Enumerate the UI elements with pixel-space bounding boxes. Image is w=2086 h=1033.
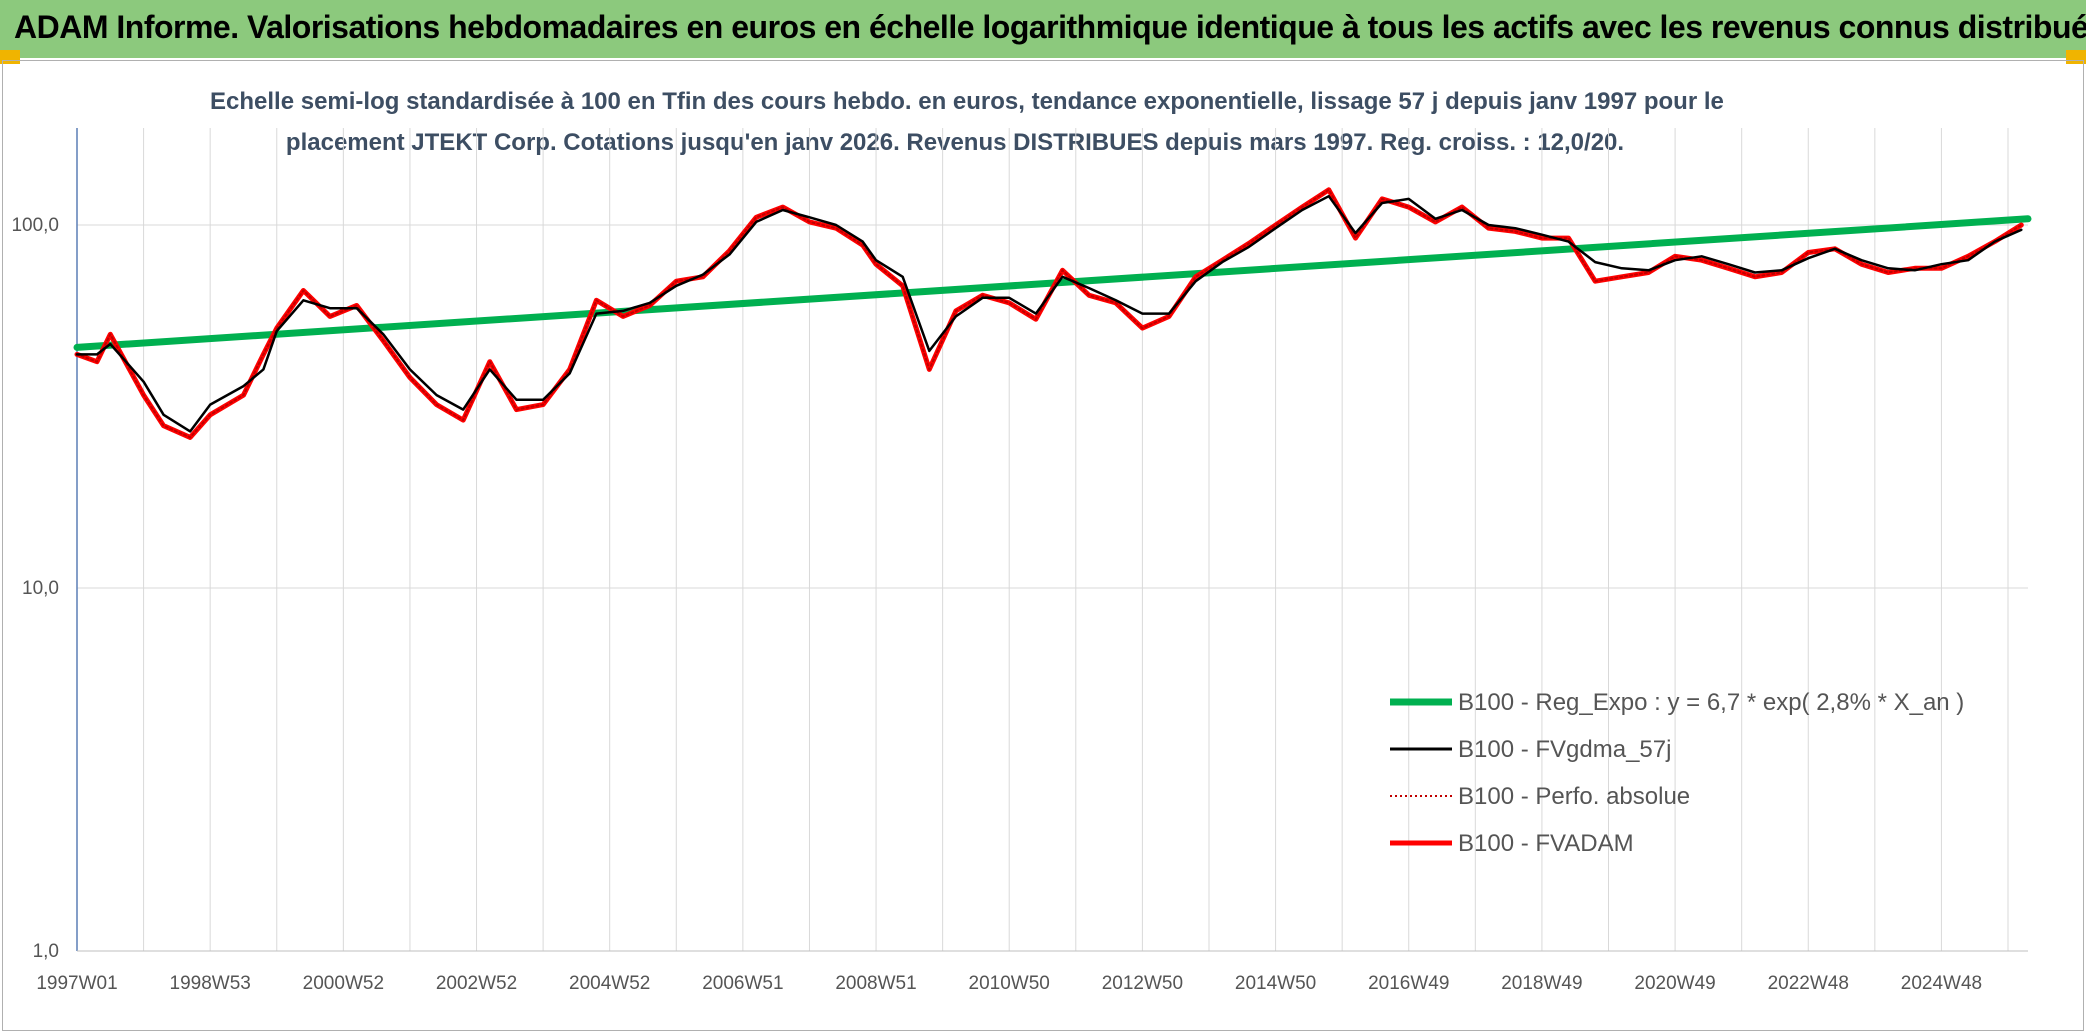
report-title: ADAM Informe. Valorisations hebdomadaire… xyxy=(14,9,2086,45)
y-tick-label: 1,0 xyxy=(33,941,59,962)
y-tick-label: 10,0 xyxy=(22,578,59,599)
x-tick-label: 2018W49 xyxy=(1501,973,1582,994)
x-tick-label: 2020W49 xyxy=(1634,973,1715,994)
legend-label: B100 - Reg_Expo : y = 6,7 * exp( 2,8% * … xyxy=(1458,689,1964,716)
series-line-2 xyxy=(76,188,2023,439)
grid xyxy=(76,128,2028,952)
series-line-0 xyxy=(73,215,2032,351)
axes: 1,0 10,0 100,0 1997W01 1998W53 2000W52 2002W52… xyxy=(11,128,2028,994)
x-tick-label: 2006W51 xyxy=(702,973,783,994)
x-tick-label: 2016W49 xyxy=(1368,973,1449,994)
x-tick-label: 2014W50 xyxy=(1235,973,1316,994)
legend-label: B100 - Perfo. absolue xyxy=(1458,783,1690,810)
x-tick-label: 2004W52 xyxy=(569,973,650,994)
series-line-3 xyxy=(74,187,2024,440)
series-line-1 xyxy=(75,194,2023,433)
x-tick-label: 2012W50 xyxy=(1102,973,1183,994)
chart-title-line-2: placement JTEKT Corp. Cotations jusqu'en… xyxy=(285,129,1625,156)
x-tick-label: 2002W52 xyxy=(436,973,517,994)
x-tick-label: 2024W48 xyxy=(1901,973,1982,994)
x-tick-label: 2000W52 xyxy=(303,973,384,994)
y-tick-label: 100,0 xyxy=(11,215,59,236)
x-tick-label: 1997W01 xyxy=(36,973,117,994)
series-lines xyxy=(73,187,2032,440)
x-tick-label: 2008W51 xyxy=(835,973,916,994)
legend-label: B100 - FVADAM xyxy=(1458,830,1634,857)
chart-title-line-1: Echelle semi-log standardisée à 100 en T… xyxy=(210,88,1724,115)
chart-frame xyxy=(2,60,2084,1031)
legend-label: B100 - FVgdma_57j xyxy=(1458,736,1671,763)
x-tick-label: 2010W50 xyxy=(969,973,1050,994)
x-tick-label: 1998W53 xyxy=(170,973,251,994)
x-tick-label: 2022W48 xyxy=(1768,973,1849,994)
legend: B100 - Reg_Expo : y = 6,7 * exp( 2,8% * … xyxy=(1390,689,1964,857)
report-banner: ADAM Informe. Valorisations hebdomadaire… xyxy=(0,0,2086,58)
